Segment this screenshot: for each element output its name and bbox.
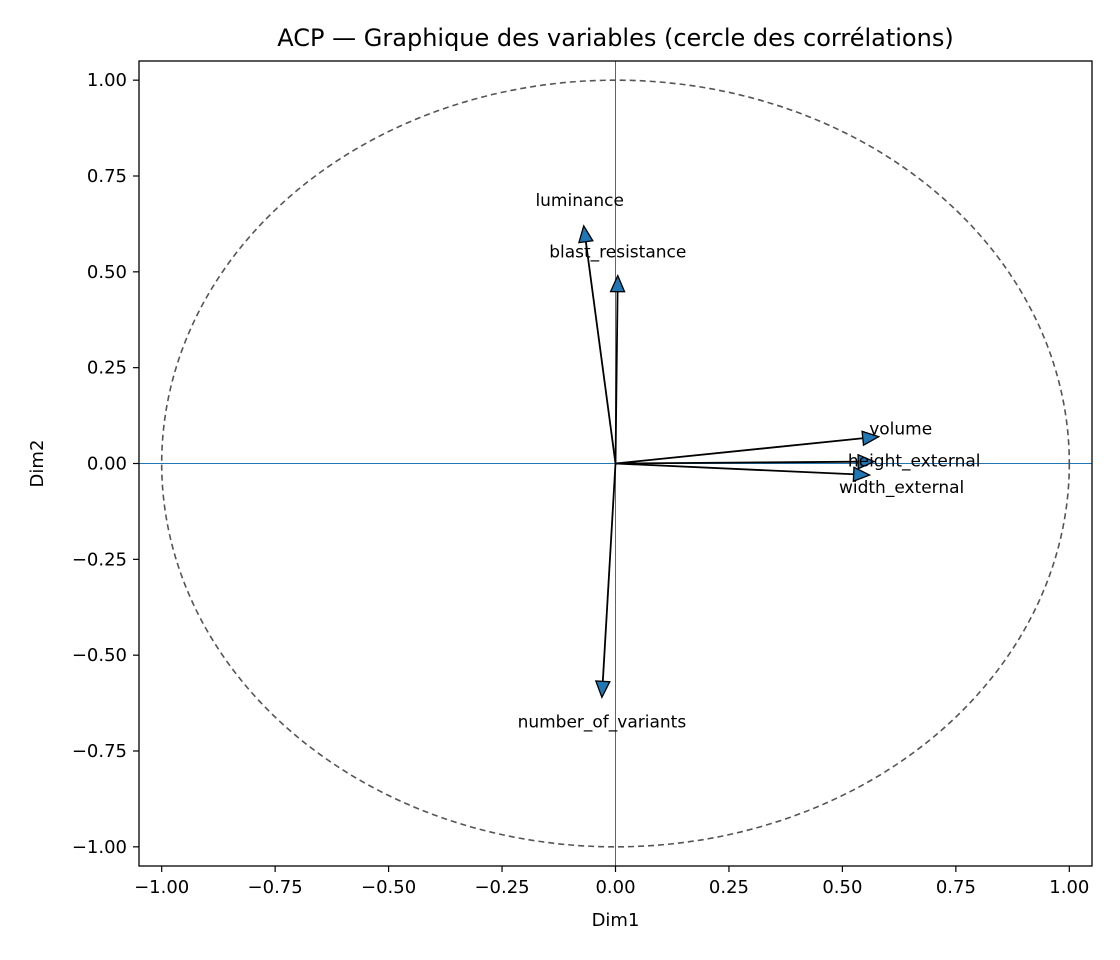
y-tick-label: −1.00 xyxy=(72,837,127,858)
vector-shaft xyxy=(615,460,859,465)
x-tick-label: 0.50 xyxy=(822,877,862,898)
vector-shaft xyxy=(584,241,617,464)
y-tick-label: −0.50 xyxy=(72,645,127,666)
unit-circle xyxy=(160,79,1071,848)
vector-arrowhead xyxy=(857,453,876,470)
y-tick-label: 1.00 xyxy=(87,70,127,91)
vector-label-luminance: luminance xyxy=(535,191,624,211)
vector-arrowhead xyxy=(861,430,881,447)
vector-label-height_external: height_external xyxy=(848,452,981,472)
vector-label-width_external: width_external xyxy=(839,478,964,498)
vector-shaft xyxy=(614,291,619,464)
y-axis-label: Dim2 xyxy=(27,440,48,488)
y-tick-label: 0.50 xyxy=(87,262,127,283)
y-tick-label: 0.00 xyxy=(87,454,127,475)
vector-label-blast_resistance: blast_resistance xyxy=(549,243,686,263)
vector-shaft xyxy=(601,463,617,682)
y-tick-label: 0.25 xyxy=(87,358,127,379)
vector-shaft xyxy=(615,462,854,476)
vector-arrow-blast_resistance xyxy=(609,274,626,464)
vector-label-number_of_variants: number_of_variants xyxy=(518,712,687,732)
y-tick-label: −0.25 xyxy=(72,549,127,570)
chart-title: ACP — Graphique des variables (cercle de… xyxy=(277,24,953,52)
y-tick-label: 0.75 xyxy=(87,166,127,187)
vector-arrow-luminance xyxy=(578,224,617,464)
vector-arrowhead xyxy=(852,466,872,483)
x-tick-label: −0.75 xyxy=(248,877,303,898)
y-tick-label: −0.75 xyxy=(72,741,127,762)
x-tick-label: 0.75 xyxy=(936,877,976,898)
vector-arrow-width_external xyxy=(615,462,872,483)
x-tick-label: −0.50 xyxy=(361,877,416,898)
vector-arrowhead xyxy=(578,224,594,244)
vector-arrowhead xyxy=(594,680,611,699)
vector-shaft xyxy=(615,437,863,465)
x-tick-label: 0.00 xyxy=(595,877,635,898)
x-tick-label: 0.25 xyxy=(709,877,749,898)
x-tick-label: 1.00 xyxy=(1049,877,1089,898)
vector-arrowhead xyxy=(609,274,626,293)
vector-arrow-volume xyxy=(615,430,881,465)
vector-arrow-height_external xyxy=(615,453,876,470)
x-axis-label: Dim1 xyxy=(592,910,640,931)
vector-arrow-number_of_variants xyxy=(594,463,617,699)
x-tick-label: −0.25 xyxy=(474,877,529,898)
x-tick-label: −1.00 xyxy=(134,877,189,898)
vector-label-volume: volume xyxy=(869,420,932,440)
